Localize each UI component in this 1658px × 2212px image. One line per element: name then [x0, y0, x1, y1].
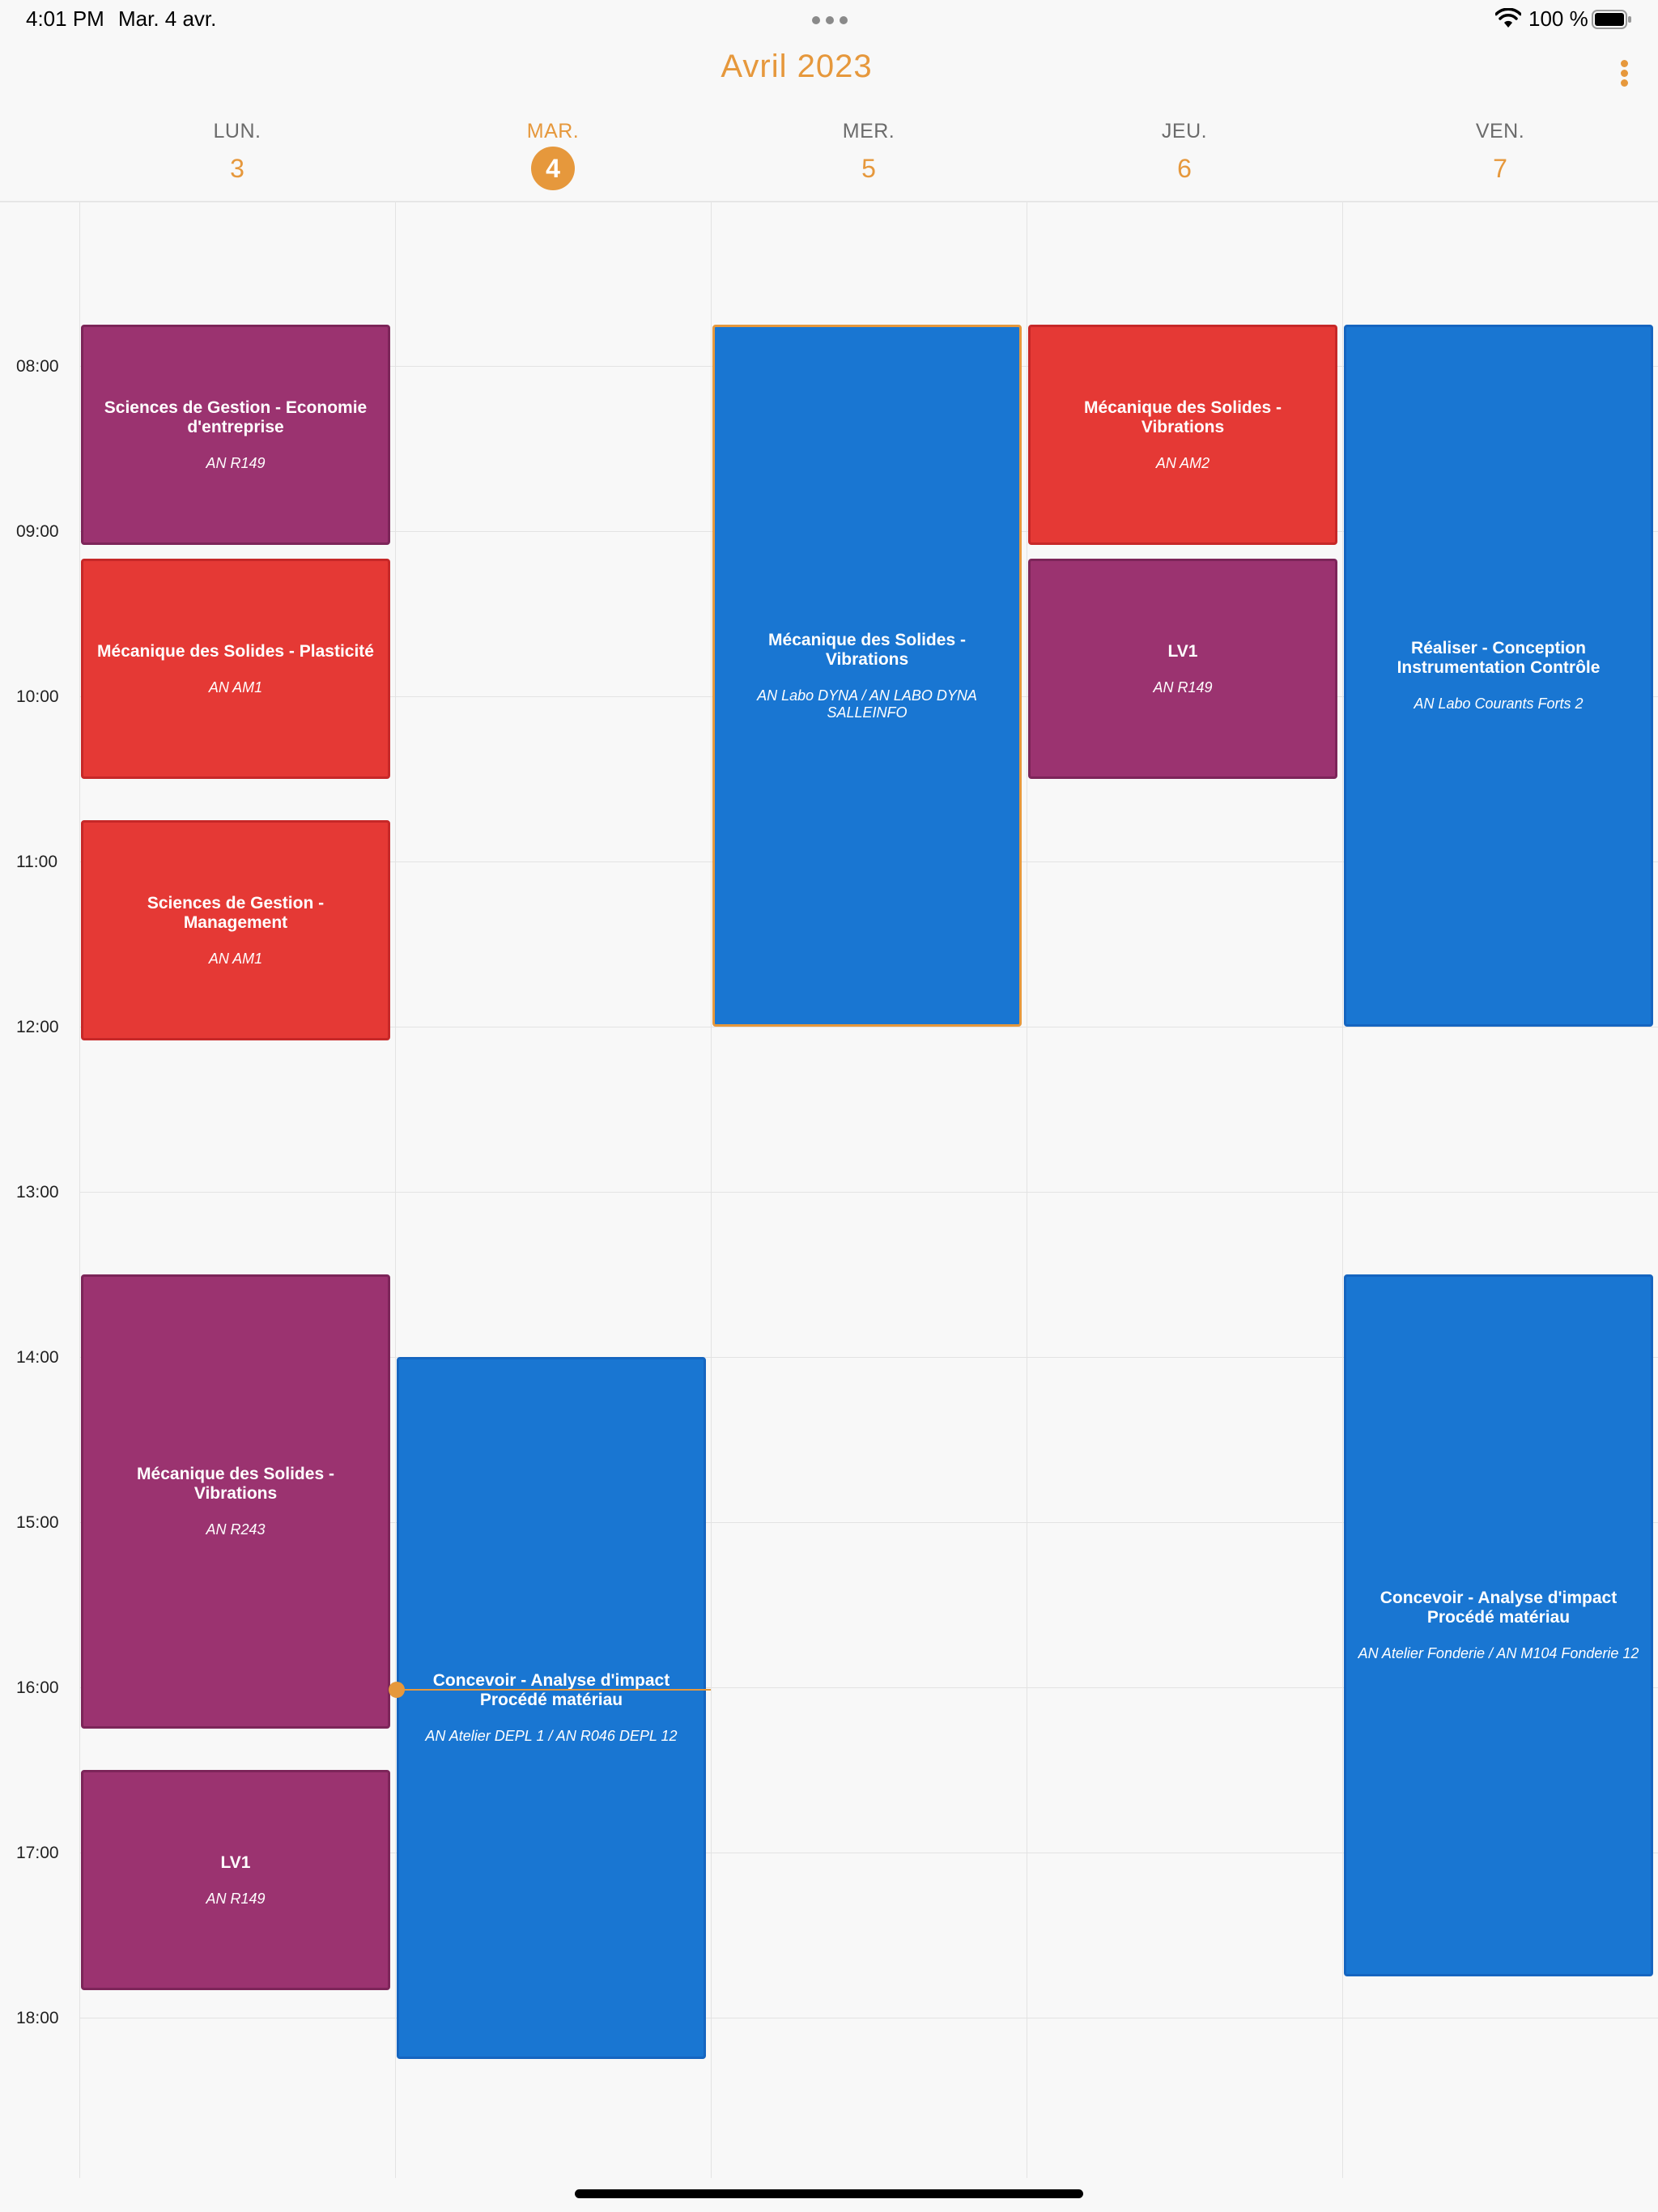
- event-title: Mécanique des Solides - Plasticité: [97, 641, 374, 661]
- status-date: Mar. 4 avr.: [118, 6, 217, 31]
- hour-label: 08:00: [16, 357, 59, 376]
- event-title: Concevoir - Analyse d'impact Procédé mat…: [1380, 1589, 1618, 1627]
- day-number: 5: [861, 154, 876, 183]
- day-number: 7: [1493, 154, 1507, 183]
- month-title[interactable]: Avril 2023: [721, 49, 873, 84]
- day-header[interactable]: MAR. 4: [395, 117, 711, 190]
- hour-label: 17:00: [16, 1844, 59, 1862]
- event-title: Mécanique des Solides - Vibrations: [1084, 398, 1282, 436]
- hour-label: 10:00: [16, 687, 59, 706]
- calendar-event[interactable]: LV1 AN R149: [81, 1770, 390, 1990]
- calendar-event[interactable]: Concevoir - Analyse d'impact Procédé mat…: [1344, 1274, 1653, 1976]
- calendar-event[interactable]: Mécanique des Solides - Vibrations AN R24…: [81, 1274, 390, 1729]
- column-divider: [395, 202, 396, 2178]
- event-room: AN Atelier DEPL 1 / AN R046 DEPL 12: [425, 1728, 678, 1744]
- day-header[interactable]: VEN. 7: [1342, 117, 1658, 189]
- hour-line: [79, 1687, 1658, 1688]
- event-room: AN R149: [1153, 678, 1213, 696]
- event-room: AN R149: [206, 1890, 266, 1907]
- event-title: Concevoir - Analyse d'impact Procédé mat…: [432, 1671, 670, 1709]
- hour-label: 11:00: [16, 853, 57, 871]
- day-number: 6: [1177, 154, 1192, 183]
- event-room: AN R243: [206, 1521, 266, 1538]
- day-number: 3: [230, 154, 244, 183]
- event-room: AN Labo Courants Forts 2: [1414, 696, 1584, 712]
- hour-label: 18:00: [16, 2009, 59, 2027]
- event-room: AN AM2: [1155, 454, 1210, 471]
- day-name: JEU.: [1161, 120, 1208, 143]
- event-title: LV1: [220, 1853, 251, 1872]
- more-vertical-icon[interactable]: [1611, 57, 1635, 89]
- event-title: Mécanique des Solides - Vibrations: [137, 1465, 334, 1503]
- battery-percentage: 100 %: [1528, 6, 1588, 31]
- day-header[interactable]: LUN. 3: [79, 117, 395, 189]
- today-date-badge: 4: [531, 147, 575, 190]
- hour-label: 12:00: [16, 1018, 59, 1036]
- calendar-event[interactable]: Sciences de Gestion - Economie d'entrepr…: [81, 325, 390, 545]
- wifi-icon: [1495, 8, 1521, 28]
- calendar-event[interactable]: Sciences de Gestion - Management AN AM1: [81, 820, 390, 1040]
- day-name: MER.: [842, 120, 895, 143]
- event-title: Sciences de Gestion - Economie d'entrepr…: [104, 398, 368, 436]
- hour-line: [79, 1357, 1658, 1358]
- hour-label: 13:00: [16, 1183, 59, 1202]
- calendar-event[interactable]: Réaliser - Conception Instrumentation Co…: [1344, 325, 1653, 1027]
- calendar-event[interactable]: Concevoir - Analyse d'impact Procédé mat…: [397, 1357, 706, 2059]
- current-time-dot: [389, 1682, 405, 1699]
- event-room: AN Atelier Fonderie / AN M104 Fonderie 1…: [1358, 1645, 1639, 1661]
- header-divider: [0, 201, 1658, 202]
- current-time-line: [397, 1689, 711, 1691]
- hour-label: 15:00: [16, 1513, 59, 1532]
- status-time: 4:01 PM: [26, 6, 104, 31]
- column-divider: [711, 202, 712, 2178]
- hour-label: 14:00: [16, 1348, 59, 1367]
- day-name: VEN.: [1475, 120, 1525, 143]
- day-header[interactable]: MER. 5: [711, 117, 1027, 189]
- calendar-event[interactable]: Mécanique des Solides - Vibrations AN Lab…: [712, 325, 1022, 1027]
- event-title: Sciences de Gestion - Management: [147, 893, 325, 932]
- hour-label: 16:00: [16, 1678, 59, 1697]
- calendar-event[interactable]: Mécanique des Solides - Vibrations AN AM2: [1028, 325, 1337, 545]
- event-room: AN AM1: [208, 678, 263, 696]
- event-title: Réaliser - Conception Instrumentation Co…: [1397, 639, 1601, 677]
- event-title: Mécanique des Solides - Vibrations: [768, 630, 966, 669]
- day-header[interactable]: JEU. 6: [1027, 117, 1342, 189]
- status-bar: 4:01 PM Mar. 4 avr. 100 %: [0, 0, 1658, 39]
- hour-line: [79, 1192, 1658, 1193]
- home-indicator[interactable]: [575, 2189, 1083, 2198]
- event-room: AN AM1: [208, 950, 263, 967]
- event-room: AN Labo DYNA / AN LABO DYNA SALLEINFO: [757, 687, 977, 721]
- hour-label: 09:00: [16, 522, 59, 541]
- column-divider: [79, 202, 80, 2178]
- battery-icon: [1592, 10, 1631, 29]
- hour-line: [79, 1522, 1658, 1523]
- multitasking-dots-icon[interactable]: [812, 16, 848, 24]
- calendar-event[interactable]: LV1 AN R149: [1028, 559, 1337, 779]
- column-divider: [1342, 202, 1343, 2178]
- day-name: LUN.: [213, 120, 261, 143]
- day-name: MAR.: [526, 120, 580, 143]
- event-title: LV1: [1167, 641, 1198, 661]
- event-room: AN R149: [206, 454, 266, 471]
- calendar-event[interactable]: Mécanique des Solides - Plasticité AN AM1: [81, 559, 390, 779]
